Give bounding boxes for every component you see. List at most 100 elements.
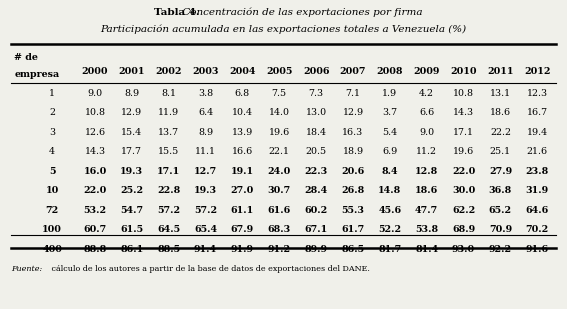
- Text: 91.6: 91.6: [526, 245, 549, 254]
- Text: Fuente:: Fuente:: [11, 265, 43, 273]
- Text: 22.1: 22.1: [269, 147, 290, 156]
- Text: 3.7: 3.7: [382, 108, 397, 117]
- Text: cálculo de los autores a partir de la base de datos de exportaciones del DANE.: cálculo de los autores a partir de la ba…: [49, 265, 370, 273]
- Text: 30.0: 30.0: [452, 186, 475, 195]
- Text: 16.7: 16.7: [527, 108, 548, 117]
- Text: 67.9: 67.9: [231, 225, 254, 234]
- Text: 64.6: 64.6: [526, 206, 549, 215]
- Text: 23.8: 23.8: [526, 167, 549, 176]
- Text: 9.0: 9.0: [419, 128, 434, 137]
- Text: 6.4: 6.4: [198, 108, 213, 117]
- Text: 93.0: 93.0: [452, 245, 475, 254]
- Text: 17.1: 17.1: [453, 128, 474, 137]
- Text: 2008: 2008: [376, 67, 403, 76]
- Text: 61.7: 61.7: [341, 225, 365, 234]
- Text: 92.2: 92.2: [489, 245, 512, 254]
- Text: 55.3: 55.3: [341, 206, 365, 215]
- Text: 2007: 2007: [340, 67, 366, 76]
- Text: 22.3: 22.3: [304, 167, 328, 176]
- Text: empresa: empresa: [14, 70, 60, 78]
- Text: 17.7: 17.7: [121, 147, 142, 156]
- Text: 14.8: 14.8: [378, 186, 401, 195]
- Text: 5: 5: [49, 167, 56, 176]
- Text: 18.6: 18.6: [490, 108, 511, 117]
- Text: 12.6: 12.6: [84, 128, 105, 137]
- Text: 5.4: 5.4: [382, 128, 397, 137]
- Text: 25.2: 25.2: [120, 186, 143, 195]
- Text: 68.9: 68.9: [452, 225, 475, 234]
- Text: 61.6: 61.6: [268, 206, 291, 215]
- Text: 62.2: 62.2: [452, 206, 475, 215]
- Text: 13.0: 13.0: [306, 108, 327, 117]
- Text: 18.6: 18.6: [415, 186, 438, 195]
- Text: 64.5: 64.5: [157, 225, 180, 234]
- Text: 70.9: 70.9: [489, 225, 512, 234]
- Text: 19.4: 19.4: [527, 128, 548, 137]
- Text: 67.1: 67.1: [304, 225, 328, 234]
- Text: 7.3: 7.3: [308, 89, 324, 98]
- Text: 16.6: 16.6: [232, 147, 253, 156]
- Text: 2004: 2004: [229, 67, 256, 76]
- Text: 2010: 2010: [450, 67, 477, 76]
- Text: 65.4: 65.4: [194, 225, 217, 234]
- Text: 1.9: 1.9: [382, 89, 397, 98]
- Text: 25.1: 25.1: [490, 147, 511, 156]
- Text: 10.8: 10.8: [453, 89, 474, 98]
- Text: 2011: 2011: [487, 67, 514, 76]
- Text: 12.7: 12.7: [194, 167, 217, 176]
- Text: 52.2: 52.2: [378, 225, 401, 234]
- Text: 6.9: 6.9: [382, 147, 397, 156]
- Text: 31.9: 31.9: [526, 186, 549, 195]
- Text: 2009: 2009: [413, 67, 440, 76]
- Text: 2003: 2003: [192, 67, 219, 76]
- Text: 7.5: 7.5: [272, 89, 287, 98]
- Text: 3: 3: [49, 128, 55, 137]
- Text: 53.2: 53.2: [83, 206, 107, 215]
- Text: 72: 72: [45, 206, 59, 215]
- Text: Tabla 4.: Tabla 4.: [154, 8, 200, 17]
- Text: 20.5: 20.5: [306, 147, 327, 156]
- Text: 26.8: 26.8: [341, 186, 365, 195]
- Text: 14.3: 14.3: [453, 108, 474, 117]
- Text: Participación acumulada en las exportaciones totales a Venezuela (%): Participación acumulada en las exportaci…: [100, 24, 467, 34]
- Text: 53.8: 53.8: [415, 225, 438, 234]
- Text: # de: # de: [14, 53, 38, 62]
- Text: 54.7: 54.7: [120, 206, 143, 215]
- Text: 22.2: 22.2: [490, 128, 511, 137]
- Text: 16.3: 16.3: [342, 128, 363, 137]
- Text: 15.5: 15.5: [158, 147, 179, 156]
- Text: 45.6: 45.6: [378, 206, 401, 215]
- Text: 15.4: 15.4: [121, 128, 142, 137]
- Text: 68.3: 68.3: [268, 225, 291, 234]
- Text: 4: 4: [49, 147, 55, 156]
- Text: 30.7: 30.7: [268, 186, 291, 195]
- Text: 88.5: 88.5: [157, 245, 180, 254]
- Text: 57.2: 57.2: [194, 206, 217, 215]
- Text: 8.9: 8.9: [124, 89, 139, 98]
- Text: 6.6: 6.6: [419, 108, 434, 117]
- Text: 61.5: 61.5: [120, 225, 143, 234]
- Text: Concentración de las exportaciones por firma: Concentración de las exportaciones por f…: [179, 8, 422, 17]
- Text: 13.9: 13.9: [232, 128, 253, 137]
- Text: 13.7: 13.7: [158, 128, 179, 137]
- Text: 70.2: 70.2: [526, 225, 549, 234]
- Text: 19.3: 19.3: [194, 186, 217, 195]
- Text: 22.0: 22.0: [452, 167, 475, 176]
- Text: 9.0: 9.0: [87, 89, 103, 98]
- Text: 2012: 2012: [524, 67, 551, 76]
- Text: 2000: 2000: [82, 67, 108, 76]
- Text: 8.9: 8.9: [198, 128, 213, 137]
- Text: 60.7: 60.7: [83, 225, 107, 234]
- Text: 4.2: 4.2: [419, 89, 434, 98]
- Text: 11.2: 11.2: [416, 147, 437, 156]
- Text: 10.4: 10.4: [232, 108, 253, 117]
- Text: 57.2: 57.2: [157, 206, 180, 215]
- Text: 12.9: 12.9: [342, 108, 363, 117]
- Text: 91.2: 91.2: [268, 245, 291, 254]
- Text: 12.8: 12.8: [415, 167, 438, 176]
- Text: 91.9: 91.9: [231, 245, 254, 254]
- Text: 19.3: 19.3: [120, 167, 143, 176]
- Text: 11.1: 11.1: [195, 147, 216, 156]
- Text: 61.1: 61.1: [231, 206, 254, 215]
- Text: 65.2: 65.2: [489, 206, 512, 215]
